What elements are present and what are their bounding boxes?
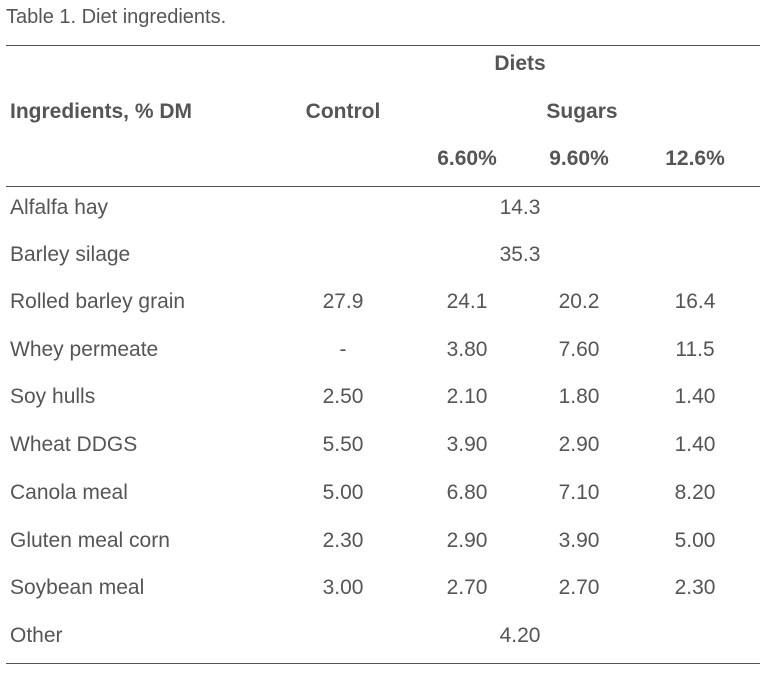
control-column-header: Control: [305, 100, 381, 123]
sugar-2-value: 7.60: [558, 338, 600, 361]
sugar-1-value: 3.80: [446, 338, 488, 361]
row-label: Other: [10, 624, 63, 647]
row-shared-value: 4.20: [499, 624, 541, 647]
row-label: Rolled barley grain: [10, 290, 186, 313]
table-header-rule: [6, 186, 760, 187]
table-caption: Table 1. Diet ingredients.: [6, 6, 227, 28]
control-value: -: [339, 338, 347, 361]
sugar-1-value: 2.10: [446, 385, 488, 408]
table-top-rule: [6, 45, 760, 46]
row-label: Soy hulls: [10, 385, 96, 408]
row-label: Soybean meal: [10, 576, 145, 599]
sugar-3-value: 1.40: [674, 433, 716, 456]
control-value: 2.30: [322, 529, 364, 552]
sugar-1-value: 3.90: [446, 433, 488, 456]
ingredients-column-header: Ingredients, % DM: [10, 100, 193, 123]
control-value: 3.00: [322, 576, 364, 599]
sugar-level-header-3: 12.6%: [665, 147, 725, 170]
control-value: 27.9: [322, 290, 364, 313]
sugar-2-value: 7.10: [558, 481, 600, 504]
sugar-2-value: 20.2: [558, 290, 600, 313]
row-label: Canola meal: [10, 481, 128, 504]
control-value: 2.50: [322, 385, 364, 408]
sugar-3-value: 8.20: [674, 481, 716, 504]
sugar-level-header-2: 9.60%: [549, 147, 609, 170]
sugar-1-value: 6.80: [446, 481, 488, 504]
control-value: 5.00: [322, 481, 364, 504]
row-shared-value: 35.3: [499, 243, 541, 266]
sugar-1-value: 24.1: [446, 290, 488, 313]
sugar-2-value: 2.90: [558, 433, 600, 456]
row-label: Alfalfa hay: [10, 196, 109, 219]
row-label: Barley silage: [10, 243, 131, 266]
row-label: Gluten meal corn: [10, 529, 170, 552]
sugar-1-value: 2.70: [446, 576, 488, 599]
sugar-3-value: 5.00: [674, 529, 716, 552]
sugar-1-value: 2.90: [446, 529, 488, 552]
sugar-level-header-1: 6.60%: [437, 147, 497, 170]
row-label: Whey permeate: [10, 338, 159, 361]
control-value: 5.50: [322, 433, 364, 456]
sugar-3-value: 16.4: [674, 290, 716, 313]
sugar-2-value: 1.80: [558, 385, 600, 408]
diets-group-header: Diets: [494, 52, 546, 75]
sugars-group-header: Sugars: [546, 100, 618, 123]
sugar-2-value: 3.90: [558, 529, 600, 552]
row-shared-value: 14.3: [499, 196, 541, 219]
sugar-3-value: 11.5: [675, 338, 715, 361]
sugar-3-value: 1.40: [674, 385, 716, 408]
sugar-3-value: 2.30: [674, 576, 716, 599]
table-bottom-rule: [6, 663, 760, 664]
sugar-2-value: 2.70: [558, 576, 600, 599]
row-label: Wheat DDGS: [10, 433, 138, 456]
